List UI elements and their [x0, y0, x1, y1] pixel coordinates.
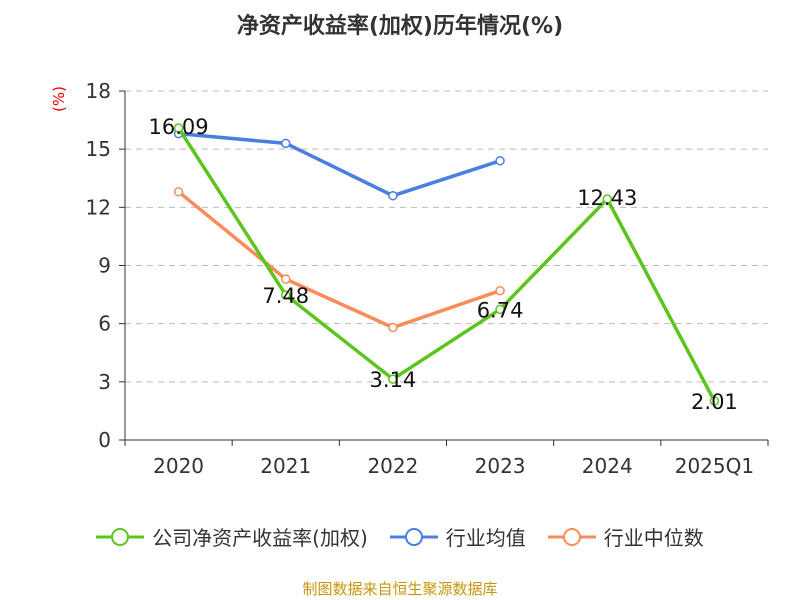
series-line — [178, 131, 501, 198]
data-point — [173, 123, 184, 133]
legend-item[interactable]: 公司净资产收益率(加权) — [96, 522, 368, 551]
data-point — [281, 290, 291, 300]
x-tick-label: 2020 — [153, 454, 204, 478]
data-point — [388, 322, 398, 333]
series-line — [177, 190, 501, 330]
legend-line-icon — [389, 527, 438, 546]
x-tick-label: 2021 — [260, 454, 311, 478]
data-label: 12.43 — [577, 186, 637, 210]
data-point — [173, 187, 184, 197]
legend-line-icon — [96, 527, 145, 546]
data-label: 16.09 — [149, 115, 209, 139]
series-line — [177, 127, 716, 402]
legend-label: 公司净资产收益率(加权) — [152, 526, 368, 550]
y-tick-label: 9 — [98, 254, 111, 278]
data-point — [388, 190, 398, 201]
y-tick-label: 0 — [98, 428, 111, 452]
legend-label: 行业中位数 — [603, 526, 704, 550]
x-tick-label: 2025Q1 — [675, 454, 754, 478]
y-tick-label: 3 — [98, 370, 111, 394]
x-tick-label: 2023 — [475, 454, 526, 478]
data-point — [388, 374, 398, 384]
legend-line-icon — [547, 527, 596, 546]
data-point — [495, 304, 505, 315]
y-tick-label: 6 — [98, 312, 111, 336]
legend-item[interactable]: 行业中位数 — [547, 522, 704, 551]
source-note: 制图数据来自恒生聚源数据库 — [302, 580, 498, 598]
chart-title: 净资产收益率(加权)历年情况(%) — [236, 14, 564, 39]
x-tick-label: 2024 — [582, 454, 633, 478]
x-tick-label: 2022 — [367, 454, 418, 478]
data-point — [495, 156, 505, 166]
data-point — [709, 396, 720, 406]
data-point — [281, 274, 291, 284]
legend-label: 行业均值 — [445, 526, 526, 550]
data-point — [281, 138, 291, 149]
data-label: 7.48 — [262, 284, 309, 308]
data-label: 2.01 — [691, 390, 738, 414]
data-point — [602, 194, 612, 204]
y-tick-label: 18 — [86, 79, 111, 103]
y-tick-label: 12 — [86, 195, 111, 219]
legend-item[interactable]: 行业均值 — [389, 522, 526, 551]
data-label: 6.74 — [477, 298, 524, 322]
y-tick-label: 15 — [86, 137, 111, 161]
data-label: 3.14 — [370, 368, 417, 392]
legend: 公司净资产收益率(加权) 行业均值 行业中位数 — [0, 522, 800, 551]
data-point — [495, 285, 505, 296]
